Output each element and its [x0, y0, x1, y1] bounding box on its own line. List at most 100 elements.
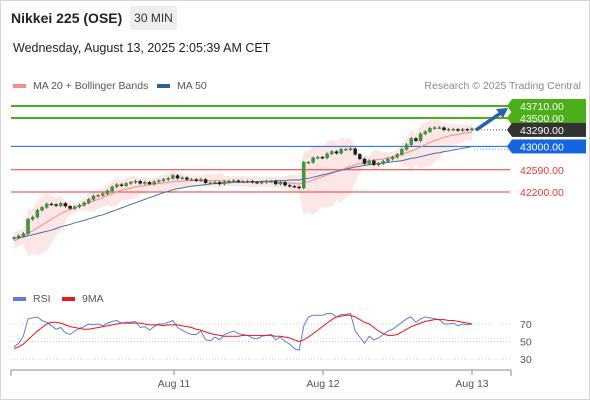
timestamp: Wednesday, August 13, 2025 2:05:39 AM CE…: [13, 41, 271, 55]
candle-body: [465, 129, 470, 131]
candle-body: [180, 177, 184, 179]
candle-body: [26, 219, 30, 234]
candle-body: [35, 210, 40, 218]
candle-body: [194, 179, 199, 181]
candle-body: [442, 127, 446, 131]
ma9-legend-label: 9MA: [82, 293, 104, 305]
candle-body: [171, 175, 175, 179]
candle-body: [222, 181, 227, 185]
candle-body: [91, 195, 96, 200]
rsi-series-9ma: [13, 314, 473, 349]
candle-body: [213, 182, 217, 184]
price-label-box: [512, 110, 586, 125]
candle-body: [367, 160, 371, 164]
candle-body: [199, 179, 203, 181]
candle-body: [287, 185, 292, 187]
candle-body: [334, 151, 339, 154]
candle-body: [259, 182, 264, 184]
candle-body: [231, 180, 236, 182]
candle-body: [358, 154, 362, 160]
candle-body: [446, 129, 451, 131]
price-label-tip: [507, 99, 512, 113]
candle-body: [129, 182, 133, 184]
candles-group: [12, 126, 474, 241]
candle-body: [386, 158, 390, 162]
candle-body: [409, 138, 413, 145]
candle-body: [273, 181, 278, 185]
candle-body: [250, 181, 255, 183]
candle-body: [49, 203, 54, 206]
ma50-legend: MA 50: [157, 80, 207, 92]
price-label-last_price: 43290.00: [520, 125, 564, 137]
candle-body: [143, 182, 147, 184]
candle-body: [376, 163, 381, 165]
candle-body: [325, 153, 329, 158]
price-label-pivot: 43000.00: [520, 141, 564, 153]
candle-body: [381, 161, 385, 164]
candle-body: [278, 182, 283, 185]
candle-body: [404, 144, 409, 150]
candle-body: [400, 149, 404, 155]
candle-body: [133, 181, 138, 183]
candle-body: [119, 184, 124, 186]
candle-body: [185, 177, 189, 180]
price-label-support: 42590.00: [520, 165, 564, 177]
rsi-tick-label: 70: [520, 319, 532, 331]
candle-body: [138, 181, 142, 184]
candle-body: [152, 181, 156, 185]
candle-body: [87, 199, 91, 203]
candle-body: [68, 206, 72, 209]
candle-body: [456, 129, 460, 131]
candle-body: [283, 182, 287, 186]
price-label-resistance: 43500.00: [520, 113, 564, 125]
rsi-swatch: [13, 297, 26, 301]
candle-body: [344, 149, 348, 151]
projection-arrow-shaft: [475, 110, 504, 132]
candle-body: [115, 184, 119, 188]
candle-body: [203, 179, 208, 184]
candle-body: [217, 182, 222, 185]
timeframe-badge[interactable]: 30 MIN: [130, 6, 177, 30]
bollinger-swatch: [13, 84, 26, 88]
candle-body: [73, 206, 77, 209]
candle-body: [124, 183, 128, 186]
candle-body: [348, 148, 353, 150]
candle-body: [105, 190, 110, 194]
candle-body: [12, 237, 16, 239]
candle-body: [110, 186, 114, 192]
candle-body: [460, 129, 465, 131]
candle-body: [330, 151, 334, 154]
rsi-legend-label: RSI: [33, 293, 51, 305]
candle-body: [395, 154, 399, 158]
price-label-box: [512, 99, 586, 113]
projection-arrow-head: [496, 108, 508, 118]
price-label-box: [512, 139, 586, 154]
chart-title: Nikkei 225 (OSE): [11, 10, 123, 26]
candle-body: [44, 203, 49, 208]
candle-body: [208, 182, 213, 185]
ma50-legend-label: MA 50: [177, 80, 207, 92]
x-tick-label: Aug 13: [455, 378, 488, 390]
candle-body: [264, 181, 269, 183]
price-label-support: 42200.00: [520, 187, 564, 199]
price-label-tip: [507, 139, 512, 154]
candle-body: [255, 182, 259, 184]
candle-body: [101, 193, 105, 196]
candle-body: [292, 186, 297, 188]
candle-body: [432, 127, 437, 129]
candle-body: [297, 186, 301, 189]
candle-body: [302, 162, 306, 189]
candle-body: [362, 158, 367, 164]
ma9-legend: 9MA: [62, 293, 104, 305]
candle-body: [147, 182, 152, 185]
x-tick-label: Aug 11: [158, 378, 191, 390]
candle-body: [437, 127, 442, 129]
candle-body: [96, 195, 100, 197]
candle-body: [63, 203, 68, 207]
candle-body: [414, 138, 418, 141]
candle-body: [245, 181, 250, 183]
candle-body: [451, 129, 456, 131]
ma9-swatch: [62, 297, 75, 301]
candle-body: [175, 175, 180, 179]
